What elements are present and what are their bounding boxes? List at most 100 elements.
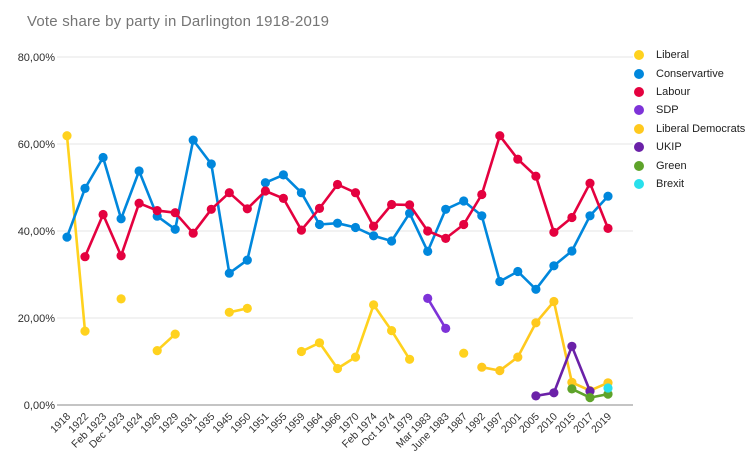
chart-title: Vote share by party in Darlington 1918-2… — [27, 13, 330, 30]
data-point-conservartive-1979 — [405, 208, 415, 218]
y-tick-label: 40,00% — [18, 226, 56, 238]
data-point-labour-1992 — [477, 189, 487, 200]
y-axis-labels: 0,00% 20,00% 40,00% 60,00% 80,00% — [18, 52, 56, 412]
data-point-conservartive-1945 — [224, 268, 234, 278]
legend-item-ukip: UKIP — [634, 138, 745, 156]
data-point-labour-2001 — [513, 154, 523, 164]
data-point-conservartive-1929 — [170, 224, 180, 234]
green-swatch-icon — [634, 160, 644, 171]
data-point-conservartive-oct-1974 — [387, 236, 397, 246]
legend-item-liberal-democrats: Liberal Democrats — [634, 120, 745, 138]
legend-label: Conservartive — [656, 67, 724, 80]
data-point-sdp-mar-1983 — [423, 293, 433, 303]
data-point-conservartive-1922 — [80, 183, 90, 193]
data-point-liberal-1966 — [332, 363, 343, 374]
data-point-labour-2017 — [585, 178, 595, 188]
data-point-conservartive-2001 — [513, 266, 523, 277]
series-brexit — [603, 383, 613, 393]
data-point-conservartive-2015 — [567, 246, 577, 256]
data-point-green-2015 — [567, 384, 577, 394]
data-point-liberal-1950 — [242, 303, 252, 313]
data-point-conservartive-2005 — [531, 284, 541, 294]
data-point-liberal-1964 — [314, 338, 325, 348]
y-tick-label: 20,00% — [18, 313, 56, 325]
legend-label: Liberal — [656, 49, 690, 62]
series-line-liberal-democrats — [480, 300, 610, 392]
labour-swatch-icon — [634, 86, 644, 97]
data-point-conservartive-2017 — [585, 211, 595, 221]
data-point-sdp-june-1983 — [441, 323, 451, 333]
data-point-labour-june-1983 — [441, 233, 451, 243]
data-point-conservartive-1924 — [134, 166, 144, 176]
data-point-conservartive-dec-1923 — [116, 214, 126, 224]
data-point-conservartive-1964 — [314, 219, 325, 230]
legend-label: Green — [656, 159, 687, 172]
data-point-labour-oct-1974 — [387, 199, 397, 210]
y-tick-label: 60,00% — [18, 139, 56, 151]
y-tick-label: 80,00% — [18, 52, 56, 64]
data-point-conservartive-2010 — [549, 261, 559, 271]
data-point-liberal-democrats-2005 — [531, 318, 541, 328]
series-conservartive — [62, 135, 613, 294]
data-point-ukip-2017 — [585, 386, 595, 396]
data-point-labour-2019 — [603, 223, 613, 233]
data-point-labour-1929 — [170, 208, 180, 218]
data-point-labour-2015 — [567, 212, 577, 223]
legend-item-green: Green — [634, 156, 745, 174]
data-point-liberal-1945 — [224, 307, 234, 317]
legend-item-sdp: SDP — [634, 101, 745, 119]
series-liberal — [62, 131, 469, 374]
series-line-labour — [83, 134, 610, 258]
data-point-conservartive-1918 — [62, 232, 72, 242]
data-point-liberal-democrats-2010 — [549, 296, 559, 307]
data-point-conservartive-1987 — [459, 196, 469, 206]
data-point-labour-mar-1983 — [423, 226, 433, 236]
y-tick-label: 0,00% — [24, 400, 55, 412]
data-point-liberal-1979 — [405, 354, 415, 364]
legend-label: Labour — [656, 85, 691, 98]
ukip-swatch-icon — [634, 142, 644, 153]
data-point-conservartive-1935 — [206, 159, 216, 169]
data-point-conservartive-feb-1923 — [98, 152, 108, 163]
data-point-labour-1987 — [459, 219, 469, 230]
data-point-conservartive-june-1983 — [441, 204, 451, 214]
legend-item-brexit: Brexit — [634, 175, 745, 193]
data-point-liberal-democrats-2015 — [567, 377, 577, 387]
data-point-labour-2010 — [549, 227, 559, 237]
data-point-conservartive-1966 — [332, 218, 343, 228]
legend-label: Brexit — [656, 177, 685, 190]
data-point-labour-1945 — [224, 188, 234, 198]
data-point-labour-1979 — [405, 200, 415, 210]
data-point-labour-2005 — [531, 171, 541, 181]
y-gridlines — [57, 56, 633, 406]
series-line-conservartive — [65, 138, 610, 291]
data-point-labour-1970 — [350, 188, 361, 198]
legend-item-labour: Labour — [634, 83, 745, 101]
conservartive-swatch-icon — [634, 68, 644, 79]
data-point-conservartive-feb-1974 — [369, 231, 379, 241]
data-point-liberal-dec-1923 — [116, 294, 126, 304]
data-point-labour-1922 — [80, 252, 90, 262]
legend-item-liberal: Liberal — [634, 46, 745, 64]
data-point-liberal-1959 — [296, 346, 306, 357]
data-point-labour-dec-1923 — [116, 251, 126, 261]
liberal-swatch-icon — [634, 50, 644, 61]
data-point-conservartive-1970 — [350, 222, 361, 233]
data-point-labour-1997 — [495, 131, 505, 141]
series-line-liberal — [67, 136, 464, 369]
data-point-ukip-2005 — [531, 391, 541, 401]
data-point-brexit-2019 — [603, 383, 613, 393]
data-point-ukip-2015 — [567, 341, 577, 351]
data-point-labour-feb-1974 — [369, 221, 379, 231]
data-point-conservartive-1951 — [260, 178, 270, 188]
data-point-liberal-1926 — [152, 346, 162, 356]
data-point-labour-1935 — [206, 204, 216, 214]
series-sdp — [423, 293, 451, 333]
data-point-labour-1931 — [188, 228, 198, 238]
data-point-labour-1964 — [314, 203, 325, 213]
data-point-liberal-democrats-1992 — [477, 362, 487, 372]
sdp-swatch-icon — [634, 105, 644, 116]
data-point-labour-1926 — [152, 206, 162, 216]
data-point-ukip-2010 — [549, 388, 559, 398]
series-line-ukip — [534, 345, 592, 398]
